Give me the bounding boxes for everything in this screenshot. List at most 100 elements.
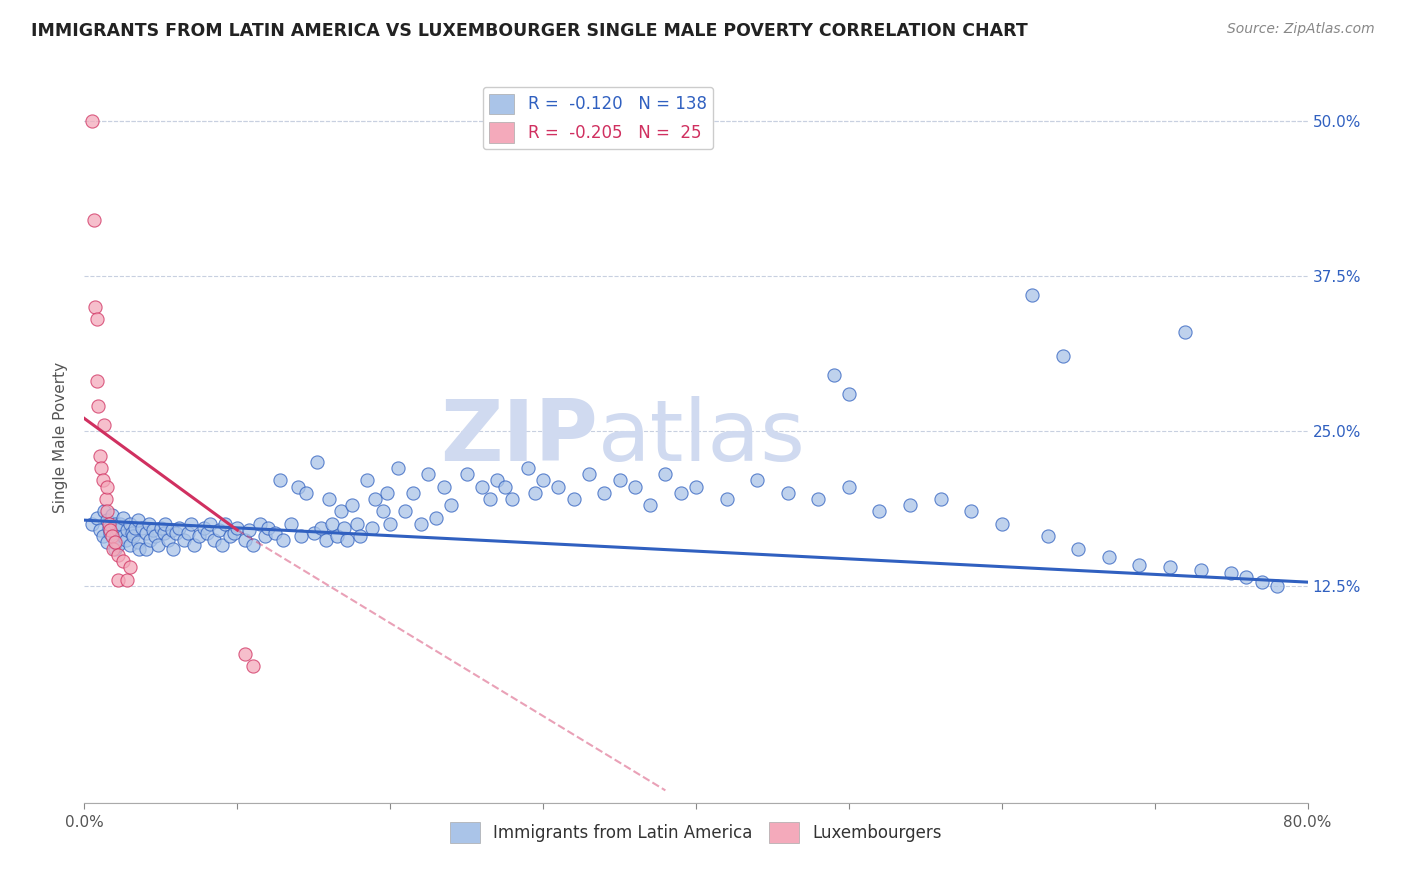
Point xyxy=(364,491,387,506)
Point xyxy=(638,498,661,512)
Point xyxy=(96,480,118,494)
Point xyxy=(208,523,231,537)
Point xyxy=(93,417,115,432)
Point xyxy=(321,516,343,531)
Point xyxy=(96,504,118,518)
Point xyxy=(685,480,707,494)
Point xyxy=(531,474,554,488)
Point xyxy=(547,480,569,494)
Point xyxy=(96,535,118,549)
Point xyxy=(669,486,692,500)
Point xyxy=(290,529,312,543)
Point xyxy=(146,538,169,552)
Point xyxy=(107,538,129,552)
Point xyxy=(562,491,585,506)
Point xyxy=(160,523,183,537)
Point xyxy=(402,486,425,500)
Point xyxy=(214,516,236,531)
Point xyxy=(238,523,260,537)
Point xyxy=(91,474,114,488)
Point xyxy=(177,525,200,540)
Point xyxy=(138,516,160,531)
Point xyxy=(269,474,291,488)
Point xyxy=(135,525,157,540)
Point xyxy=(80,114,103,128)
Point xyxy=(264,525,287,540)
Point xyxy=(311,520,333,534)
Text: atlas: atlas xyxy=(598,395,806,479)
Point xyxy=(173,533,195,547)
Point xyxy=(87,399,110,413)
Point xyxy=(97,516,120,531)
Point xyxy=(86,312,108,326)
Point xyxy=(218,529,240,543)
Point xyxy=(418,467,440,482)
Text: Source: ZipAtlas.com: Source: ZipAtlas.com xyxy=(1227,22,1375,37)
Point xyxy=(624,480,647,494)
Point xyxy=(302,525,325,540)
Point xyxy=(107,573,129,587)
Point xyxy=(249,516,271,531)
Point xyxy=(80,516,103,531)
Point xyxy=(224,525,246,540)
Point xyxy=(494,480,516,494)
Legend: Immigrants from Latin America, Luxembourgers: Immigrants from Latin America, Luxembour… xyxy=(443,815,949,849)
Point xyxy=(89,449,111,463)
Point xyxy=(128,541,150,556)
Point xyxy=(349,529,371,543)
Point xyxy=(122,529,145,543)
Point xyxy=(823,368,845,383)
Point xyxy=(1220,566,1243,581)
Point xyxy=(869,504,891,518)
Point xyxy=(1128,558,1150,572)
Point xyxy=(654,467,676,482)
Point xyxy=(1159,560,1181,574)
Point xyxy=(120,538,142,552)
Point xyxy=(183,538,205,552)
Point xyxy=(340,498,363,512)
Point xyxy=(111,510,134,524)
Point xyxy=(84,300,107,314)
Point xyxy=(101,508,124,523)
Point xyxy=(318,491,340,506)
Point xyxy=(97,520,120,534)
Point xyxy=(425,510,447,524)
Point xyxy=(807,491,830,506)
Point xyxy=(838,386,860,401)
Point xyxy=(280,516,302,531)
Point xyxy=(96,513,118,527)
Point xyxy=(124,520,146,534)
Point xyxy=(233,647,256,661)
Point xyxy=(139,533,162,547)
Point xyxy=(960,504,983,518)
Point xyxy=(226,520,249,534)
Point xyxy=(838,480,860,494)
Point xyxy=(180,516,202,531)
Point xyxy=(157,533,180,547)
Point xyxy=(115,573,138,587)
Point xyxy=(202,533,225,547)
Point xyxy=(336,533,359,547)
Point xyxy=(142,523,165,537)
Point xyxy=(516,461,538,475)
Point xyxy=(776,486,799,500)
Point xyxy=(1189,563,1212,577)
Y-axis label: Single Male Poverty: Single Male Poverty xyxy=(53,361,69,513)
Point xyxy=(502,491,524,506)
Point xyxy=(1236,570,1258,584)
Point xyxy=(287,480,309,494)
Point xyxy=(131,520,153,534)
Point xyxy=(356,474,378,488)
Point xyxy=(898,498,921,512)
Point xyxy=(98,525,121,540)
Point xyxy=(524,486,547,500)
Point xyxy=(93,504,115,518)
Point xyxy=(486,474,509,488)
Point xyxy=(121,525,143,540)
Point xyxy=(325,529,347,543)
Point xyxy=(1174,325,1197,339)
Point xyxy=(375,486,398,500)
Point xyxy=(143,529,166,543)
Point xyxy=(108,516,131,531)
Point xyxy=(593,486,616,500)
